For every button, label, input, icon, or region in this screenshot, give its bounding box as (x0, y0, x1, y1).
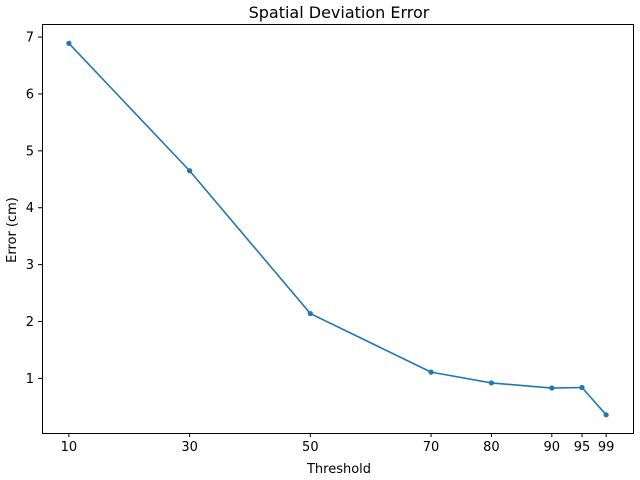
data-point (66, 40, 72, 46)
y-axis: 1 2 3 4 5 6 7 (26, 31, 42, 387)
x-tick-label: 30 (181, 440, 198, 455)
data-point (488, 380, 495, 386)
chart-title: Spatial Deviation Error (249, 3, 430, 22)
plot-area (66, 40, 609, 418)
y-tick-label: 7 (26, 31, 34, 46)
y-tick-label: 3 (26, 258, 34, 273)
y-axis-label: Error (cm) (5, 197, 20, 263)
data-point (186, 168, 193, 174)
x-axis-label: Threshold (306, 462, 371, 477)
data-point (603, 412, 609, 418)
data-point (307, 310, 313, 317)
y-tick-label: 5 (26, 144, 34, 159)
x-tick-label: 90 (544, 440, 561, 455)
x-tick-label: 80 (483, 440, 500, 455)
y-tick-label: 1 (26, 372, 34, 387)
y-tick-label: 6 (26, 87, 34, 102)
y-tick-label: 2 (26, 315, 34, 330)
x-tick-label: 70 (423, 440, 440, 455)
data-point (549, 385, 555, 391)
axes-frame (42, 24, 634, 434)
series-line (68, 42, 607, 416)
x-tick-label: 99 (598, 440, 615, 455)
y-tick-label: 4 (26, 201, 34, 216)
data-point (579, 384, 585, 391)
x-tick-label: 95 (574, 440, 591, 455)
x-tick-label: 50 (302, 440, 319, 455)
x-axis: 10 30 50 70 80 90 95 99 (61, 433, 615, 455)
data-point (428, 369, 434, 375)
x-tick-label: 10 (61, 440, 78, 455)
